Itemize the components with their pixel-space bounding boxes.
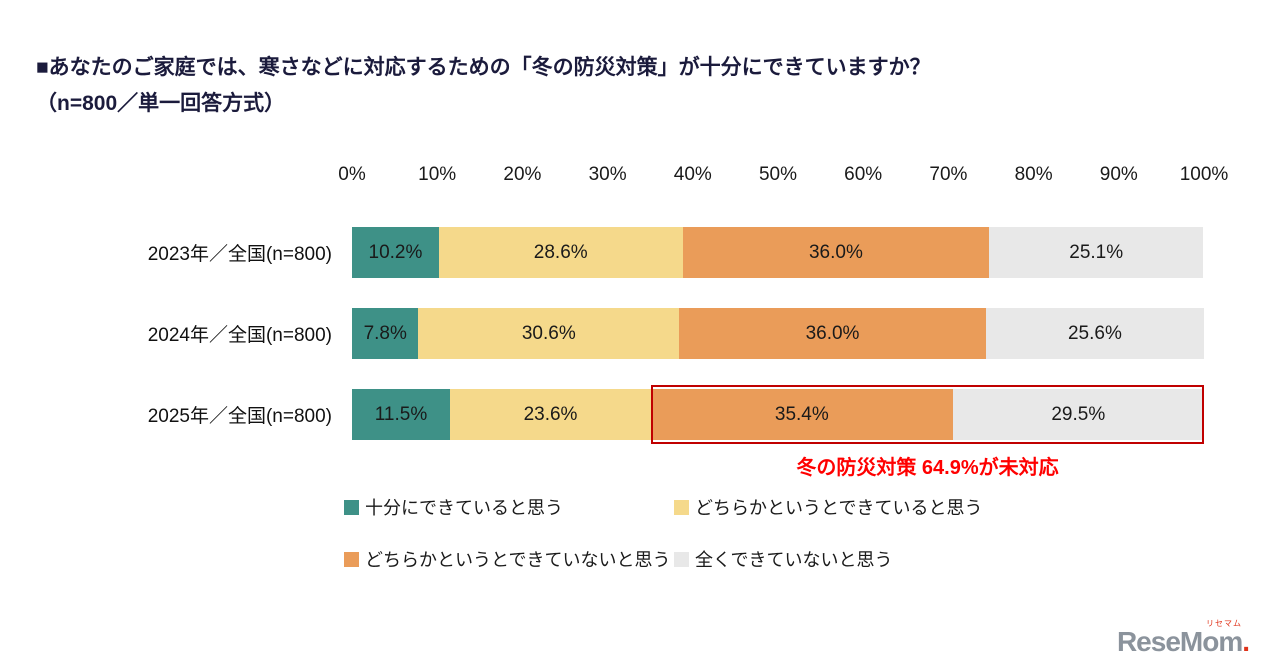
legend-label: 全くできていないと思う xyxy=(695,550,893,570)
x-tick-label: 20% xyxy=(503,164,542,185)
logo-text: ReseMom xyxy=(1116,626,1243,657)
chart-title: ■あなたのご家庭では、寒さなどに対応するための「冬の防災対策」が十分にできていま… xyxy=(36,56,931,79)
segment-value-label: 25.1% xyxy=(1069,241,1124,263)
segment-value-label: 28.6% xyxy=(533,241,588,263)
segment-value-label: 30.6% xyxy=(521,322,576,344)
logo-dot: . xyxy=(1242,626,1250,657)
x-tick-label: 10% xyxy=(418,164,457,185)
segment-value-label: 23.6% xyxy=(523,403,578,425)
x-tick-label: 50% xyxy=(758,164,798,185)
bar-segment: 25.6% xyxy=(985,308,1204,359)
legend-label: どちらかというとできていないと思う xyxy=(365,550,671,570)
bar-segment: 7.8% xyxy=(352,308,419,359)
chart-title-block: ■あなたのご家庭では、寒さなどに対応するための「冬の防災対策」が十分にできていま… xyxy=(36,50,1236,121)
bar-segment: 25.1% xyxy=(989,227,1204,278)
legend-label: 十分にできていると思う xyxy=(365,498,563,518)
logo-ruby-text: リセマム xyxy=(1206,619,1242,628)
x-tick-label: 40% xyxy=(673,164,712,185)
legend: 十分にできていると思う どちらかというとできていると思うどちらかというとできていな… xyxy=(344,494,982,572)
bar-segment: 35.4% xyxy=(651,389,953,440)
legend-swatch xyxy=(674,551,689,567)
legend-swatch xyxy=(674,499,689,515)
bar-segment: 29.5% xyxy=(952,389,1204,440)
legend-item: 十分にできていると思う xyxy=(344,494,674,520)
legend-swatch xyxy=(344,551,359,567)
segment-value-label: 36.0% xyxy=(808,241,863,263)
x-tick-label: 80% xyxy=(1014,164,1053,185)
bar-segment: 11.5% xyxy=(352,389,450,440)
x-tick-label: 0% xyxy=(338,164,366,185)
stacked-bar: 10.2% 28.6% 36.0% 25.1% xyxy=(352,227,1204,278)
segment-value-label: 36.0% xyxy=(805,322,860,344)
legend-label: どちらかというとできていると思う xyxy=(695,498,983,518)
segment-value-label: 29.5% xyxy=(1051,403,1106,425)
segment-value-label: 10.2% xyxy=(368,241,423,263)
resemom-logo: リセマム ReseMom. xyxy=(1116,620,1250,657)
bar-row: 2025年／全国(n=800) 11.5% 23.6% 35.4% 29.5% xyxy=(0,385,1280,444)
x-tick-label: 100% xyxy=(1179,164,1229,185)
stacked-bar: 7.8% 30.6% 36.0% 25.6% xyxy=(352,308,1204,359)
segment-value-label: 11.5% xyxy=(374,403,428,425)
category-label: 2023年／全国(n=800) xyxy=(147,244,332,265)
x-axis: 0% 10% 20% 30% 40% 50% 60% 70% 80% 90% 100% xyxy=(338,164,1228,190)
bar-segment: 30.6% xyxy=(418,308,680,359)
bar-segment: 10.2% xyxy=(352,227,439,278)
annotation-text: 冬の防災対策 64.9%が未対応 xyxy=(796,457,1059,479)
chart-subtitle: （n=800／単一回答方式） xyxy=(36,91,286,115)
x-tick-label: 30% xyxy=(588,164,627,185)
legend-item: どちらかというとできていると思う xyxy=(674,494,982,520)
legend-item: 全くできていないと思う xyxy=(674,546,982,572)
category-label: 2025年／全国(n=800) xyxy=(147,406,332,427)
x-tick-label: 70% xyxy=(929,164,968,185)
stacked-bar-chart: 2023年／全国(n=800) 10.2% 28.6% 36.0% 25.1% 2024年… xyxy=(0,227,1280,470)
legend-item: どちらかというとできていないと思う xyxy=(344,546,674,572)
x-tick-label: 60% xyxy=(844,164,883,185)
bar-segment: 28.6% xyxy=(438,227,683,278)
category-label: 2024年／全国(n=800) xyxy=(147,325,332,346)
segment-value-label: 25.6% xyxy=(1067,322,1122,344)
bar-segment: 36.0% xyxy=(679,308,986,359)
bar-segment: 23.6% xyxy=(449,389,652,440)
bar-row: 2024年／全国(n=800) 7.8% 30.6% 36.0% 25.6% xyxy=(0,308,1280,359)
segment-value-label: 7.8% xyxy=(363,322,407,344)
x-tick-label: 90% xyxy=(1099,164,1138,185)
segment-value-label: 35.4% xyxy=(774,403,829,425)
bar-segment: 36.0% xyxy=(682,227,990,278)
bar-row: 2023年／全国(n=800) 10.2% 28.6% 36.0% 25.1% xyxy=(0,227,1280,278)
legend-swatch xyxy=(344,499,359,515)
stacked-bar: 11.5% 23.6% 35.4% 29.5% xyxy=(352,385,1204,444)
